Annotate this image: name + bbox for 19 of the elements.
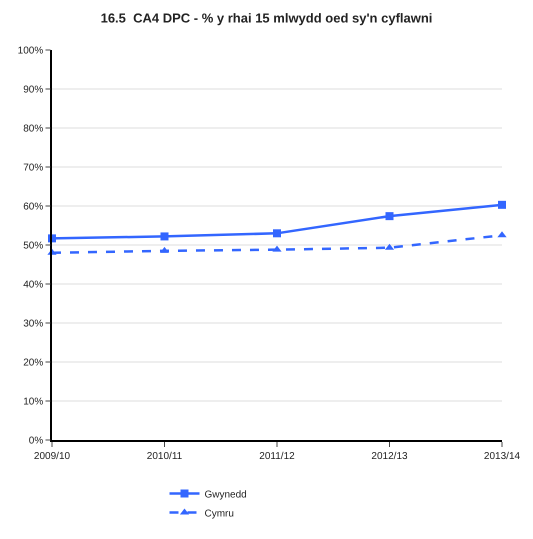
chart-title: 16.5 CA4 DPC - % y rhai 15 mlwydd oed sy'n cyflawni bbox=[100, 10, 432, 26]
x-tick-label: 2010/11 bbox=[146, 450, 183, 462]
y-tick-label: 80% bbox=[23, 124, 44, 134]
x-tick-label: 2011/12 bbox=[259, 450, 296, 462]
y-tick-label: 10% bbox=[23, 396, 44, 408]
legend-label: Cymru bbox=[204, 508, 234, 520]
x-tick-label: 2009/10 bbox=[34, 450, 71, 462]
y-tick-label: 20% bbox=[23, 358, 44, 368]
legend-label: Gwynedd bbox=[204, 489, 247, 500]
y-tick-label: 50% bbox=[23, 240, 44, 252]
x-tick-label: 2013/14 bbox=[484, 450, 521, 462]
y-tick-label: 0% bbox=[28, 436, 44, 446]
y-tick-label: 30% bbox=[23, 318, 44, 330]
y-tick-label: 60% bbox=[23, 202, 44, 212]
y-tick-label: 70% bbox=[23, 162, 44, 174]
x-tick-label: 2012/13 bbox=[371, 450, 408, 462]
y-tick-label: 40% bbox=[23, 280, 44, 290]
y-tick-label: 100% bbox=[18, 46, 44, 56]
y-tick-label: 90% bbox=[23, 84, 44, 96]
